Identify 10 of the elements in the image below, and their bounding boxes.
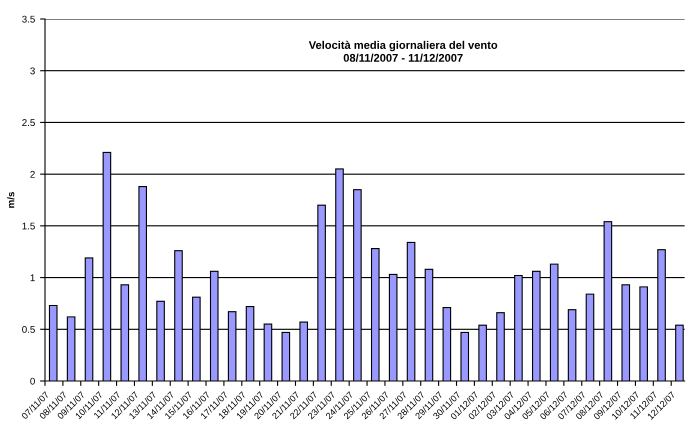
y-axis-title: m/s	[7, 192, 14, 208]
y-tick-label: 2	[30, 170, 35, 178]
y-tick-label: 0	[30, 378, 35, 385]
text: Velocità media giornaliera del vento 08/11/2007 - 11/12/2007	[308, 40, 498, 62]
y-tick-label: 3.5	[22, 16, 35, 23]
y-tick-label: 3	[30, 67, 35, 74]
y-tick-label: 2.5	[22, 119, 35, 126]
y-tick-label: 1	[30, 274, 35, 282]
y-tick-label: 1.5	[22, 222, 35, 230]
y-tick-label: 0.5	[22, 326, 35, 333]
